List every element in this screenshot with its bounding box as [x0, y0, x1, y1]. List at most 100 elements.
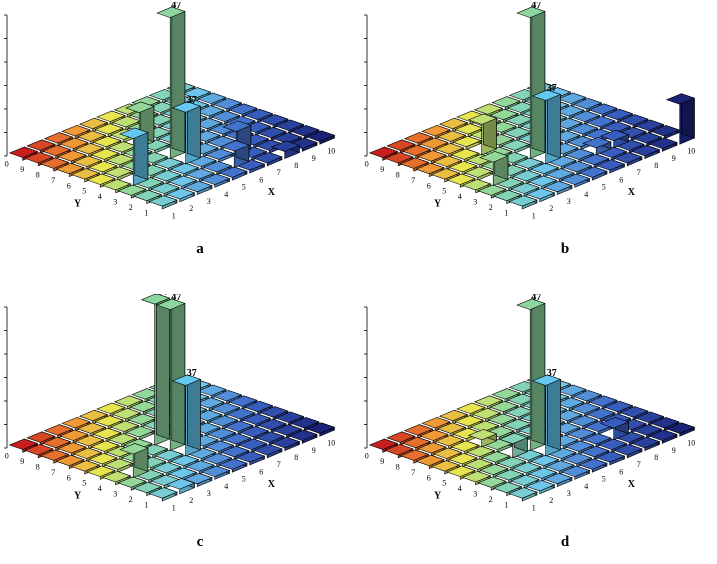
x-axis-label: X	[628, 187, 636, 198]
floor-cell	[448, 160, 478, 176]
x-axis-label: X	[268, 479, 276, 490]
bar-value-label: 100	[153, 294, 168, 298]
floor-cell	[450, 440, 480, 455]
x-tick-label: 8	[654, 161, 658, 170]
floor-cell	[529, 454, 560, 470]
x-tick-label: 2	[189, 496, 193, 505]
floor-cell	[140, 139, 171, 154]
floor-cell	[434, 142, 465, 158]
bar-5-4	[171, 374, 202, 457]
floor-cell	[132, 189, 163, 205]
chart-panel-c: 00.10.20.30.40.50.61-MDLAC10047371234567…	[4, 294, 354, 564]
floor-cell	[183, 472, 213, 488]
y-tick-label: 10	[4, 160, 9, 169]
y-tick-label: 6	[67, 473, 71, 482]
floor-cell	[193, 409, 223, 425]
floor-cell	[489, 108, 519, 124]
x-tick-label: 2	[549, 204, 553, 213]
floor-cell	[218, 166, 248, 181]
floor-cell	[630, 436, 661, 452]
floor-cell	[463, 166, 494, 181]
y-tick-label: 10	[364, 160, 369, 169]
bar-series	[119, 294, 202, 495]
floor-cell	[105, 153, 136, 169]
floor-cell	[200, 173, 231, 188]
floor-cell	[200, 465, 231, 480]
floor-cell	[148, 487, 178, 502]
y-tick-label: 6	[427, 181, 431, 190]
floor-cell	[253, 151, 283, 167]
floor-cell	[288, 429, 318, 444]
floor-cell	[43, 424, 74, 439]
floor-cell	[55, 162, 85, 178]
floor-cell	[103, 166, 134, 181]
bar-series	[467, 6, 696, 187]
floor-cell	[305, 422, 336, 437]
x-tick-label: 3	[207, 489, 211, 498]
x-tick-label: 9	[672, 446, 676, 455]
floor-cell	[88, 160, 118, 176]
floor-cell	[487, 413, 517, 428]
floor-cell	[568, 123, 599, 138]
floor-cell	[253, 443, 283, 459]
x-tick-label: 8	[294, 453, 298, 462]
floor-cell	[43, 132, 74, 147]
bar-5-5	[156, 298, 186, 452]
floor-cell	[648, 137, 678, 152]
y-tick-label: 9	[380, 165, 384, 174]
x-tick-label: 4	[224, 482, 228, 491]
floor-cell	[125, 425, 155, 441]
bar-2-4	[119, 127, 149, 187]
y-tick-label: 3	[113, 198, 117, 207]
floor-cell	[613, 151, 643, 167]
y-tick-label: 2	[129, 203, 133, 212]
x-tick-label: 3	[567, 489, 571, 498]
y-tick-label: 7	[411, 176, 415, 185]
floor-cell	[557, 384, 587, 399]
floor-cell	[206, 427, 237, 443]
floor-cell	[582, 433, 612, 448]
y-tick-label: 6	[67, 181, 71, 190]
x-tick-label: 7	[637, 168, 641, 177]
floor-cell	[432, 447, 463, 462]
bar-value-label: 47	[171, 2, 181, 11]
floor-cell	[434, 434, 465, 450]
y-axis-label: Y	[434, 198, 442, 209]
x-tick-label: 9	[672, 154, 676, 163]
x-axis-label: X	[628, 479, 636, 490]
x-tick-label: 5	[602, 183, 606, 192]
x-tick-label: 4	[584, 482, 588, 491]
y-tick-label: 3	[473, 490, 477, 499]
y-tick-label: 10	[4, 452, 9, 461]
y-tick-label: 2	[129, 495, 133, 504]
bar-value-label: 47	[531, 2, 541, 11]
bar-5-5	[156, 6, 186, 160]
floor-cell	[560, 173, 591, 188]
bar-2-1	[165, 478, 196, 495]
x-tick-label: 1	[172, 211, 176, 220]
bar-value-label: 47	[171, 294, 181, 303]
x-tick-label: 6	[619, 467, 623, 476]
y-tick-label: 3	[473, 198, 477, 207]
bar-5-5	[516, 298, 546, 452]
bar-10-1	[665, 93, 696, 145]
floor-cell	[461, 178, 492, 194]
floor-cell	[94, 415, 124, 430]
floor-cell	[595, 451, 626, 466]
floor-cell	[103, 458, 134, 473]
panel-caption-d: d	[560, 534, 570, 550]
bar-5-4	[171, 101, 202, 165]
y-tick-label: 9	[20, 457, 24, 466]
floor-cell	[92, 427, 122, 443]
bar-7-3	[582, 136, 612, 156]
x-tick-label: 8	[294, 161, 298, 170]
y-tick-label: 4	[458, 484, 462, 493]
floor-cell	[197, 92, 227, 107]
x-axis-label: X	[268, 187, 276, 198]
floor-cell	[86, 173, 116, 188]
floor-cell	[403, 132, 434, 147]
y-tick-label: 7	[51, 176, 55, 185]
floor-cell	[553, 409, 583, 425]
floor-cell	[197, 384, 227, 399]
